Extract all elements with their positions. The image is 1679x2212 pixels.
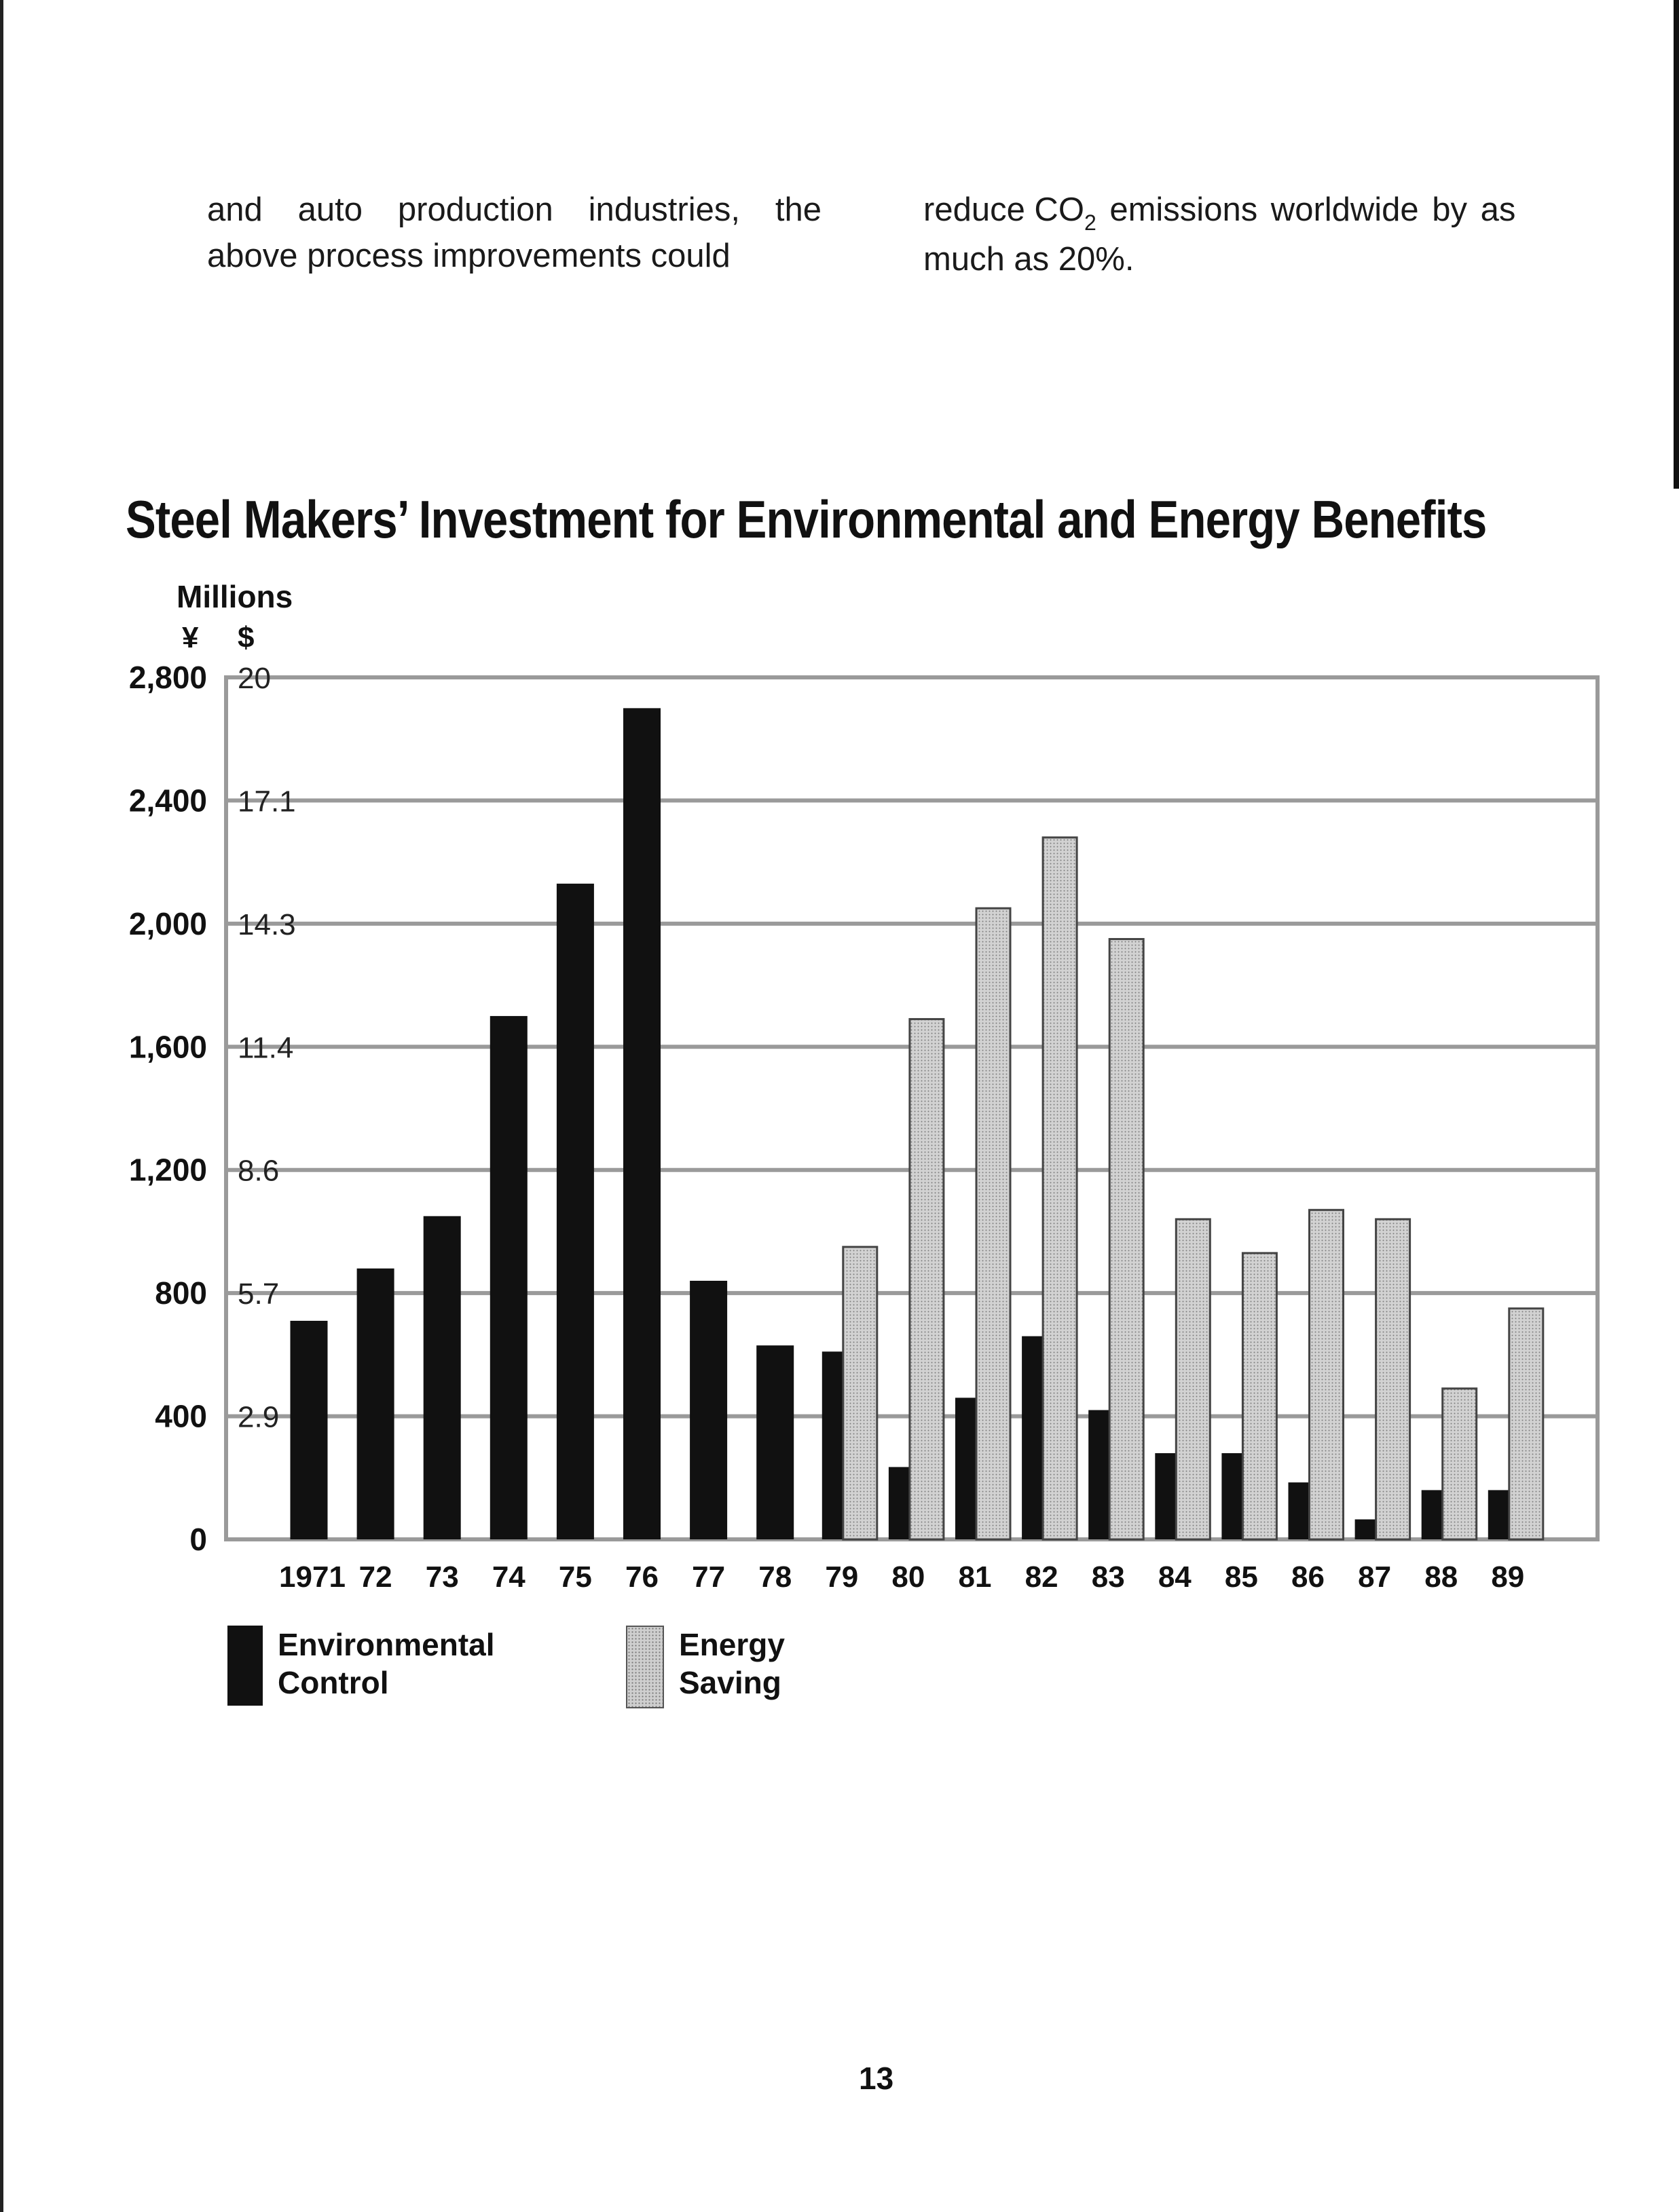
x-tick-label: 83	[1092, 1560, 1125, 1594]
page-number: 13	[859, 2061, 894, 2096]
co2-subscript: 2	[1084, 210, 1096, 235]
bar-energy-saving	[842, 1245, 879, 1541]
bar-energy-saving	[1441, 1387, 1478, 1541]
x-tick-label: 88	[1424, 1560, 1458, 1594]
right-line-1-post: emissions worldwide by as	[1096, 191, 1516, 228]
legend-swatch-energy	[626, 1626, 664, 1708]
y-tick-yen: 400	[155, 1399, 207, 1434]
y-tick-yen: 0	[189, 1522, 207, 1557]
legend-item-environmental-control: Environmental Control	[227, 1626, 495, 1706]
y-tick-usd: 8.6	[238, 1155, 279, 1188]
x-tick-label: 72	[359, 1560, 392, 1594]
chart-title: Steel Makers’ Investment for Environment…	[126, 489, 1487, 549]
bar-environmental-control	[356, 1268, 394, 1539]
left-line-1-word: the	[775, 191, 822, 228]
x-tick-label: 82	[1025, 1560, 1058, 1594]
y-tick-usd: 20	[238, 662, 271, 695]
right-column-line-1: reduce CO2 emissions worldwide by as	[923, 187, 1545, 236]
left-line-1-word: production	[397, 191, 553, 228]
x-tick-label: 75	[559, 1560, 592, 1594]
right-line-1-pre: reduce CO	[923, 191, 1084, 228]
body-text-left-column: and auto production industries, the above pr…	[207, 187, 822, 279]
y-tick-usd: 11.4	[238, 1031, 293, 1064]
x-tick-label: 87	[1358, 1560, 1391, 1594]
x-tick-label: 76	[625, 1560, 659, 1594]
y-tick-yen: 800	[155, 1275, 207, 1311]
left-line-1-word: and	[207, 191, 263, 228]
bar-energy-saving	[1241, 1252, 1278, 1541]
units-label: Millions	[177, 579, 293, 614]
y-tick-usd: 2.9	[238, 1401, 279, 1434]
bar-energy-saving	[975, 907, 1012, 1541]
legend-item-energy-saving: Energy Saving	[626, 1626, 785, 1708]
bar-energy-saving	[1041, 836, 1078, 1541]
right-column-line-2: much as 20%.	[923, 241, 1134, 278]
page-right-edge	[1674, 0, 1679, 489]
bar-environmental-control	[490, 1015, 528, 1539]
y-tick-yen: 2,400	[129, 783, 207, 818]
yen-axis-label: ¥	[182, 621, 199, 654]
bar-chart: 0 400 2.9 800 5.7 1,200 8.6 1,600 11.4 2,000 14.3 2…	[129, 660, 1600, 1594]
y-tick-yen: 2,000	[129, 906, 207, 941]
left-column-line-2: above process improvements could	[207, 238, 731, 274]
left-line-1-word: auto	[297, 191, 363, 228]
y-tick-usd: 14.3	[238, 908, 296, 941]
legend-swatch-environmental	[227, 1626, 263, 1706]
left-line-1-word: industries,	[588, 191, 740, 228]
x-tick-label: 89	[1491, 1560, 1524, 1594]
axis-ticks: 0 400 2.9 800 5.7 1,200 8.6 1,600 11.4 2,000 14.3 2…	[129, 660, 296, 1557]
left-column-line-1: and auto production industries, the	[207, 187, 822, 233]
x-tick-label: 73	[426, 1560, 459, 1594]
x-tick-label: 85	[1225, 1560, 1258, 1594]
y-tick-yen: 1,600	[129, 1029, 207, 1064]
y-tick-usd: 5.7	[238, 1277, 279, 1311]
bar-energy-saving	[1508, 1307, 1545, 1541]
bar-energy-saving	[1175, 1218, 1211, 1541]
bar-environmental-control	[690, 1281, 728, 1539]
bar-environmental-control	[556, 883, 594, 1539]
x-tick-label: 78	[758, 1560, 792, 1594]
dollar-axis-label: $	[238, 621, 255, 654]
bar-environmental-control	[290, 1320, 328, 1539]
bar-environmental-control	[756, 1345, 794, 1539]
x-axis-labels: 1971 72 73 74 75 76 77 78 79 80 81 82 83 84 85 86 87 88 89	[279, 1560, 1524, 1594]
page-left-edge	[0, 0, 3, 2212]
body-text-right-column: reduce CO2 emissions worldwide by as muc…	[923, 187, 1545, 282]
legend-label-environmental: Environmental Control	[278, 1627, 495, 1700]
x-tick-label: 79	[825, 1560, 858, 1594]
x-tick-label: 86	[1291, 1560, 1325, 1594]
x-tick-label: 77	[692, 1560, 725, 1594]
x-tick-label: 1971	[279, 1560, 346, 1594]
y-tick-yen: 2,800	[129, 660, 207, 695]
x-tick-label: 84	[1158, 1560, 1192, 1594]
bar-energy-saving	[908, 1017, 945, 1541]
bar-energy-saving	[1375, 1218, 1412, 1541]
bar-environmental-control	[623, 708, 661, 1539]
bar-energy-saving	[1108, 938, 1145, 1541]
y-tick-yen: 1,200	[129, 1152, 207, 1188]
bars	[290, 708, 1545, 1541]
x-tick-label: 80	[891, 1560, 925, 1594]
legend-label-energy: Energy Saving	[679, 1627, 785, 1700]
bar-energy-saving	[1308, 1209, 1344, 1541]
x-tick-label: 81	[959, 1560, 992, 1594]
y-tick-usd: 17.1	[238, 785, 296, 818]
x-tick-label: 74	[492, 1560, 525, 1594]
bar-environmental-control	[423, 1216, 461, 1539]
